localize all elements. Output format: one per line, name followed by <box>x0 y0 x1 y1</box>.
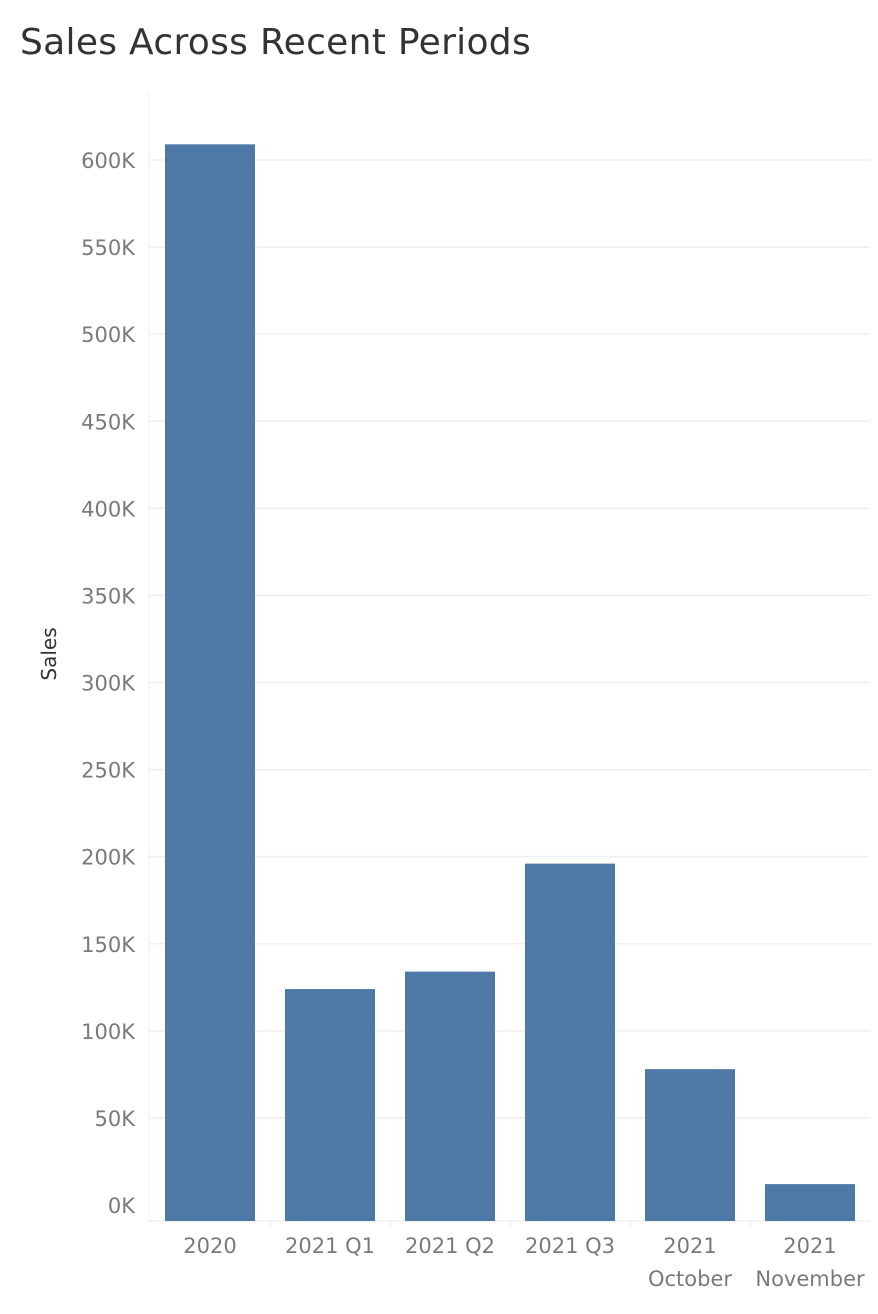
chart-title: Sales Across Recent Periods <box>20 22 532 63</box>
y-axis-title: Sales <box>37 627 61 680</box>
bar[interactable] <box>525 863 615 1221</box>
y-tick-label: 500K <box>81 323 136 347</box>
x-tick-label: 2021 <box>783 1234 836 1258</box>
y-tick-label: 400K <box>81 497 136 521</box>
gridlines <box>149 159 870 1119</box>
y-tick-label: 600K <box>81 149 136 173</box>
x-tick-label: 2021 Q1 <box>285 1234 375 1258</box>
bar[interactable] <box>285 989 375 1221</box>
y-tick-labels: 0K 50K 100K 150K 200K 250K 300K 350K 400K 450K 500… <box>81 149 136 1218</box>
y-tick-label: 250K <box>81 759 136 783</box>
x-tick-label: November <box>755 1267 865 1291</box>
x-tick-label: 2020 <box>183 1234 236 1258</box>
y-tick-label: 300K <box>81 672 136 696</box>
y-tick-label: 50K <box>95 1107 137 1131</box>
x-tick-label: 2021 <box>663 1234 716 1258</box>
bar[interactable] <box>165 144 255 1222</box>
y-tick-label: 100K <box>81 1020 136 1044</box>
y-tick-label: 200K <box>81 846 136 870</box>
y-tick-label: 450K <box>81 410 136 434</box>
y-tick-label: 0K <box>108 1194 136 1218</box>
bars <box>165 144 855 1222</box>
bar[interactable] <box>405 971 495 1221</box>
x-tick-label: 2021 Q3 <box>525 1234 615 1258</box>
y-tick-label: 550K <box>81 236 136 260</box>
x-tick-label: 2021 Q2 <box>405 1234 495 1258</box>
y-tick-label: 350K <box>81 584 136 608</box>
x-tick-label: October <box>648 1267 732 1291</box>
axes <box>148 92 870 1222</box>
bar[interactable] <box>765 1184 855 1221</box>
y-tick-label: 150K <box>81 933 136 957</box>
x-tick-labels: 2020 2021 Q1 2021 Q2 2021 Q3 2021 October 2021… <box>183 1221 865 1291</box>
bar[interactable] <box>645 1069 735 1221</box>
